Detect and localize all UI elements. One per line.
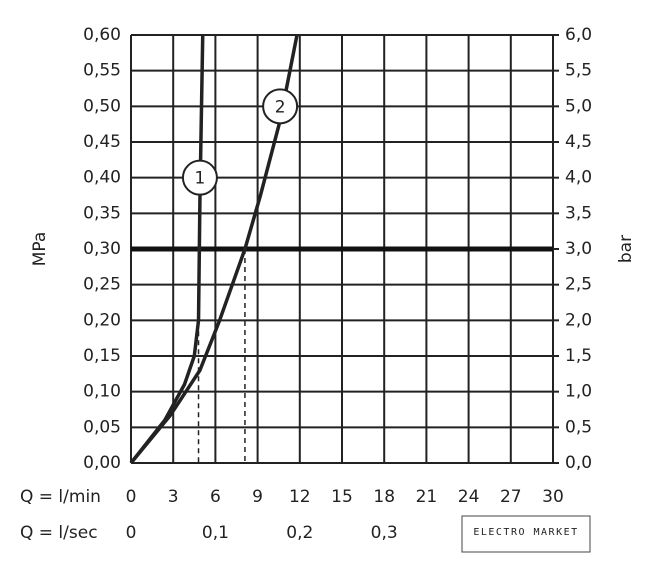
curve-label: 2 [275, 97, 286, 117]
y-tick-label: 0,10 [83, 382, 121, 402]
x2-axis-label: Q = l/sec [20, 523, 98, 543]
x-tick-label: 18 [373, 487, 395, 507]
watermark: ELECTRO MARKET [473, 527, 578, 538]
x-tick-label: 12 [289, 487, 311, 507]
y2-tick-label: 1,5 [565, 346, 592, 366]
y2-tick-label: 1,0 [565, 382, 592, 402]
y-tick-label: 0,40 [83, 168, 121, 188]
y-tick-label: 0,05 [83, 417, 121, 437]
y-tick-label: 0,20 [83, 310, 121, 330]
y2-tick-label: 0,5 [565, 417, 592, 437]
x-tick-label: 0 [126, 487, 137, 507]
x-tick-label: 21 [416, 487, 438, 507]
y2-tick-label: 2,0 [565, 310, 592, 330]
y-tick-label: 0,25 [83, 275, 121, 295]
y-tick-label: 0,60 [83, 25, 121, 45]
x-axis-label: Q = l/min [20, 487, 101, 507]
y2-tick-label: 6,0 [565, 25, 592, 45]
x-tick-label: 24 [458, 487, 480, 507]
x-tick-label: 15 [331, 487, 353, 507]
y-tick-label: 0,30 [83, 239, 121, 259]
x2-tick-label: 0,3 [371, 523, 398, 543]
y2-tick-label: 4,0 [565, 168, 592, 188]
x-tick-label: 6 [210, 487, 221, 507]
y-tick-label: 0,50 [83, 96, 121, 116]
curve [129, 34, 299, 465]
x2-tick-label: 0,1 [202, 523, 229, 543]
curve-label-circle [262, 88, 299, 125]
y-tick-label: 0,35 [83, 203, 121, 223]
y2-tick-label: 5,0 [565, 96, 592, 116]
y2-tick-label: 0,0 [565, 453, 592, 473]
y2-axis-label: bar [616, 235, 636, 263]
y2-tick-label: 2,5 [565, 275, 592, 295]
x2-tick-label: 0,2 [286, 523, 313, 543]
x-tick-label: 27 [500, 487, 522, 507]
y-tick-label: 0,15 [83, 346, 121, 366]
y2-tick-label: 3,5 [565, 203, 592, 223]
curve-label: 1 [195, 169, 206, 189]
y-tick-label: 0,55 [83, 61, 121, 81]
y2-tick-label: 5,5 [565, 61, 592, 81]
y2-tick-label: 3,0 [565, 239, 592, 259]
x-tick-label: 9 [252, 487, 263, 507]
y-axis-label: MPa [30, 232, 50, 267]
x2-tick-label: 0 [126, 523, 137, 543]
y-tick-label: 0,00 [83, 453, 121, 473]
y2-tick-label: 4,5 [565, 132, 592, 152]
curve-label-circle [181, 159, 218, 196]
x-tick-label: 30 [542, 487, 564, 507]
watermark-box [461, 515, 591, 553]
y-tick-label: 0,45 [83, 132, 121, 152]
x-tick-label: 3 [168, 487, 179, 507]
